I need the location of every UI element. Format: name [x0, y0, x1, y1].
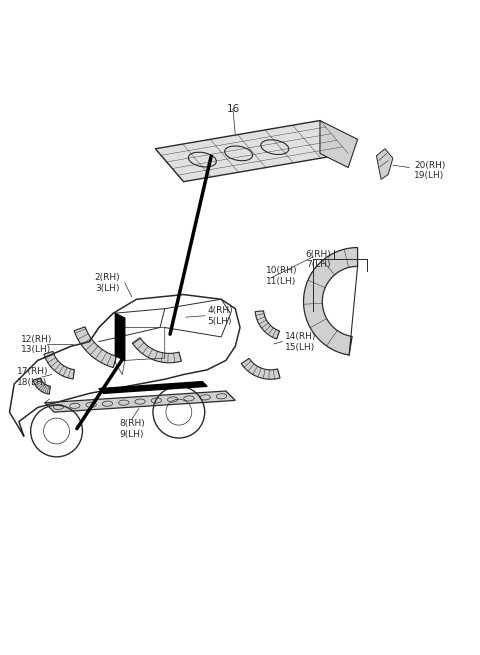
Polygon shape: [303, 248, 358, 355]
Polygon shape: [132, 338, 181, 363]
Polygon shape: [45, 391, 235, 412]
Text: 12(RH)
13(LH): 12(RH) 13(LH): [21, 335, 53, 354]
Text: 17(RH)
18(LH): 17(RH) 18(LH): [16, 367, 48, 387]
Polygon shape: [255, 311, 279, 339]
Text: 20(RH)
19(LH): 20(RH) 19(LH): [414, 160, 445, 180]
Text: 10(RH)
11(LH): 10(RH) 11(LH): [266, 267, 298, 286]
Text: 6(RH)
7(LH): 6(RH) 7(LH): [306, 250, 332, 269]
Polygon shape: [74, 327, 117, 367]
Text: 4(RH)
5(LH): 4(RH) 5(LH): [207, 307, 233, 326]
Polygon shape: [320, 121, 358, 168]
Polygon shape: [99, 382, 207, 394]
Polygon shape: [33, 378, 50, 394]
Polygon shape: [241, 358, 280, 379]
Text: 14(RH)
15(LH): 14(RH) 15(LH): [285, 332, 316, 352]
Polygon shape: [156, 121, 348, 181]
Text: 2(RH)
3(LH): 2(RH) 3(LH): [95, 273, 120, 293]
Text: 16: 16: [226, 104, 240, 114]
Polygon shape: [44, 351, 74, 379]
Polygon shape: [376, 149, 393, 179]
Polygon shape: [115, 313, 125, 360]
Text: 8(RH)
9(LH): 8(RH) 9(LH): [119, 419, 144, 439]
